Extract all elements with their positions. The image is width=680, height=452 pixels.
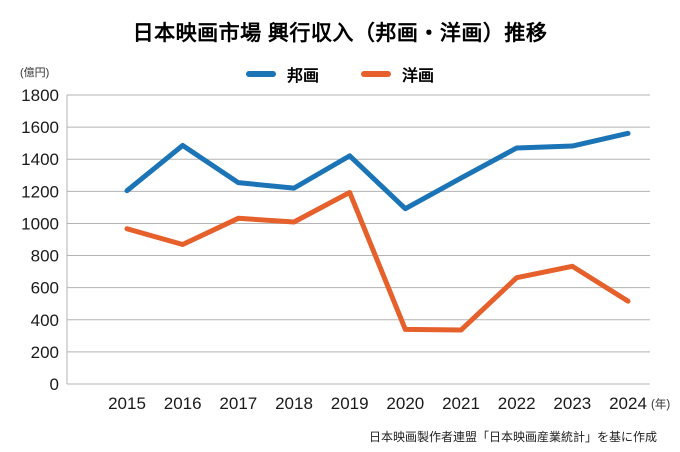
y-tick-label: 1200 bbox=[21, 182, 59, 201]
y-tick-label: 200 bbox=[31, 343, 59, 362]
x-tick-label: 2016 bbox=[164, 394, 202, 413]
source-note: 日本映画製作者連盟「日本映画産業統計」を基に作成 bbox=[368, 430, 657, 444]
x-tick-label: 2024 bbox=[609, 394, 647, 413]
x-tick-label: 2022 bbox=[498, 394, 536, 413]
y-axis-unit-label: (億円) bbox=[20, 67, 50, 79]
legend-item-youga: 洋画 bbox=[361, 62, 434, 86]
x-tick-label: 2017 bbox=[219, 394, 257, 413]
legend: 邦画 洋画 bbox=[0, 62, 680, 86]
series-line-0 bbox=[124, 130, 631, 212]
x-tick-label: 2021 bbox=[442, 394, 480, 413]
legend-item-houga: 邦画 bbox=[245, 62, 319, 86]
x-tick-label: 2018 bbox=[275, 394, 313, 413]
y-tick-label: 800 bbox=[31, 247, 59, 266]
chart-title: 日本映画市場 興行収入（邦画・洋画）推移 bbox=[132, 22, 548, 45]
y-tick-label: 600 bbox=[31, 279, 59, 298]
y-tick-label: 1800 bbox=[21, 86, 59, 105]
houga-line-swatch bbox=[245, 71, 276, 77]
youga-line-swatch bbox=[361, 71, 391, 77]
y-tick-label: 400 bbox=[31, 311, 59, 330]
y-tick-label: 1600 bbox=[21, 118, 59, 137]
y-tick-label: 1400 bbox=[21, 150, 59, 169]
x-tick-label: 2020 bbox=[386, 394, 424, 413]
x-tick-label: 2023 bbox=[553, 394, 591, 413]
x-axis-unit-label: (年) bbox=[651, 397, 670, 411]
y-tick-label: 1000 bbox=[21, 214, 59, 233]
x-tick-label: 2019 bbox=[331, 394, 369, 413]
y-tick-label: 0 bbox=[50, 375, 59, 394]
series-line-1 bbox=[124, 189, 631, 333]
legend-label-houga: 邦画 bbox=[286, 68, 319, 85]
legend-label-youga: 洋画 bbox=[402, 68, 435, 85]
x-tick-label: 2015 bbox=[108, 394, 146, 413]
